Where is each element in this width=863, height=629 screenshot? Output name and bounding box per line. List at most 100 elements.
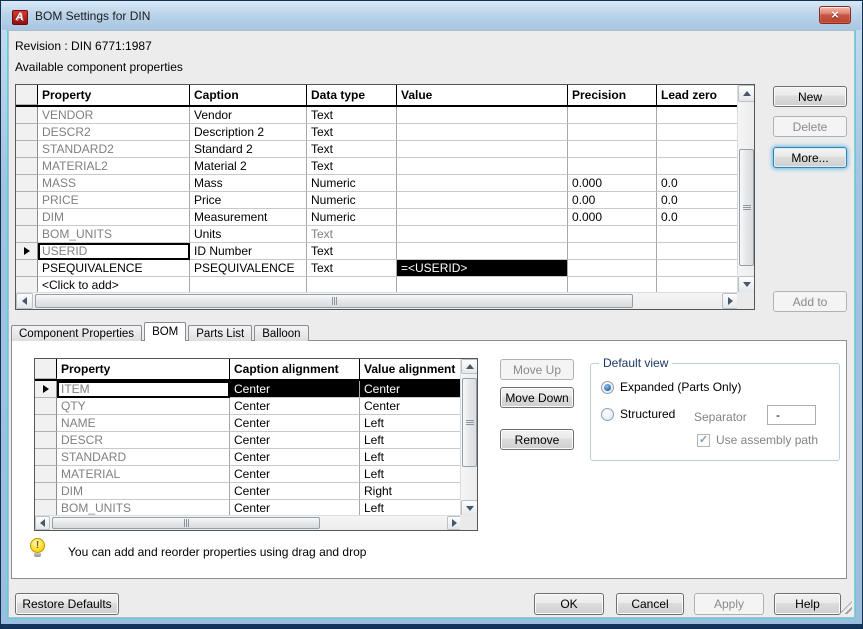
cell-lead-zero[interactable]: 0.0 (657, 209, 737, 226)
cell-caption-alignment[interactable]: Center (230, 483, 360, 500)
titlebar[interactable]: A BOM Settings for DIN × (2, 1, 861, 30)
column-header-caption-alignment[interactable]: Caption alignment (230, 359, 360, 379)
table-row[interactable]: PSEQUIVALENCE PSEQUIVALENCE Text =<USERID> (16, 260, 754, 277)
properties-vertical-scrollbar[interactable] (737, 85, 754, 293)
row-selector[interactable] (35, 483, 57, 500)
cell-property[interactable]: ITEM (57, 381, 230, 398)
cell-value-alignment[interactable]: Left (360, 466, 462, 483)
scroll-thumb[interactable] (35, 294, 633, 308)
cell-value[interactable] (397, 226, 568, 243)
column-header-property[interactable]: Property (57, 359, 230, 379)
cell-precision[interactable] (568, 243, 657, 260)
cell-precision[interactable] (568, 158, 657, 175)
row-selector[interactable] (16, 141, 38, 158)
table-row[interactable]: STANDARD Center Left (35, 449, 477, 466)
cell-lead-zero[interactable]: 0.0 (657, 192, 737, 209)
cell-property[interactable]: QTY (57, 398, 230, 415)
cell-value-alignment[interactable]: Center (360, 381, 462, 398)
cell-caption[interactable]: Vendor (190, 107, 307, 124)
cell-lead-zero[interactable] (657, 107, 737, 124)
row-selector[interactable] (16, 260, 38, 277)
cell-property[interactable]: USERID (38, 243, 190, 260)
cell-lead-zero[interactable] (657, 243, 737, 260)
cancel-button[interactable]: Cancel (616, 593, 684, 615)
close-button[interactable]: × (819, 6, 851, 24)
cell-value[interactable] (397, 175, 568, 192)
cell-value[interactable] (397, 141, 568, 158)
cell-data-type[interactable]: Text (307, 158, 397, 175)
row-selector[interactable] (35, 381, 57, 398)
cell-data-type[interactable]: Text (307, 226, 397, 243)
cell-property[interactable]: DESCR2 (38, 124, 190, 141)
table-row[interactable]: PRICE Price Numeric 0.00 0.0 (16, 192, 754, 209)
table-row[interactable]: MATERIAL Center Left (35, 466, 477, 483)
cell-caption[interactable]: Measurement (190, 209, 307, 226)
remove-button[interactable]: Remove (500, 429, 574, 450)
row-selector[interactable] (16, 124, 38, 141)
cell-property[interactable]: MATERIAL2 (38, 158, 190, 175)
row-selector[interactable] (16, 209, 38, 226)
cell-value[interactable] (397, 107, 568, 124)
cell-caption[interactable]: ID Number (190, 243, 307, 260)
cell-property[interactable]: MASS (38, 175, 190, 192)
column-header-selector[interactable] (16, 85, 38, 105)
cell-data-type[interactable]: Text (307, 141, 397, 158)
cell-value-alignment[interactable]: Left (360, 449, 462, 466)
cell-data-type[interactable]: Text (307, 260, 397, 277)
scroll-up-button[interactable] (461, 359, 477, 374)
cell-data-type[interactable]: Numeric (307, 209, 397, 226)
table-row[interactable]: ITEM Center Center (35, 381, 477, 398)
new-button[interactable]: New (773, 86, 847, 107)
scroll-thumb[interactable] (739, 149, 754, 266)
cell-property[interactable]: DESCR (57, 432, 230, 449)
row-selector[interactable] (16, 175, 38, 192)
cell-data-type[interactable]: Numeric (307, 175, 397, 192)
cell-property[interactable]: STANDARD (57, 449, 230, 466)
row-selector[interactable] (35, 449, 57, 466)
cell-caption[interactable]: Description 2 (190, 124, 307, 141)
cell-lead-zero[interactable] (657, 141, 737, 158)
cell-value[interactable] (397, 158, 568, 175)
cell-property[interactable]: BOM_UNITS (38, 226, 190, 243)
tab-component-properties[interactable]: Component Properties (11, 325, 143, 341)
cell-value[interactable] (397, 209, 568, 226)
cell-lead-zero[interactable]: 0.0 (657, 175, 737, 192)
cell-value[interactable]: =<USERID> (397, 260, 568, 277)
cell-caption-alignment[interactable]: Center (230, 398, 360, 415)
more-button[interactable]: More... (773, 147, 847, 168)
row-selector[interactable] (16, 243, 38, 260)
table-row[interactable]: DIM Center Right (35, 483, 477, 500)
help-button[interactable]: Help (774, 593, 841, 615)
cell-data-type[interactable]: Text (307, 107, 397, 124)
cell-lead-zero[interactable] (657, 158, 737, 175)
properties-horizontal-scrollbar[interactable] (16, 292, 739, 309)
cell-lead-zero[interactable] (657, 260, 737, 277)
cell-precision[interactable] (568, 141, 657, 158)
cell-value-alignment[interactable]: Right (360, 483, 462, 500)
row-selector[interactable] (35, 432, 57, 449)
table-row[interactable]: BOM_UNITS Units Text (16, 226, 754, 243)
cell-precision[interactable] (568, 107, 657, 124)
table-row[interactable]: DESCR2 Description 2 Text (16, 124, 754, 141)
cell-property[interactable]: DIM (38, 209, 190, 226)
cell-lead-zero[interactable] (657, 124, 737, 141)
column-header-lead-zero[interactable]: Lead zero (661, 88, 718, 102)
column-header-value-alignment[interactable]: Value alignment (364, 362, 456, 376)
move-down-button[interactable]: Move Down (500, 387, 574, 408)
row-selector[interactable] (35, 398, 57, 415)
column-header-selector[interactable] (35, 359, 57, 379)
row-selector[interactable] (16, 192, 38, 209)
table-row[interactable]: VENDOR Vendor Text (16, 107, 754, 124)
table-row[interactable]: MATERIAL2 Material 2 Text (16, 158, 754, 175)
cell-caption[interactable]: Price (190, 192, 307, 209)
cell-precision[interactable] (568, 124, 657, 141)
table-row[interactable]: DESCR Center Left (35, 432, 477, 449)
cell-precision[interactable]: 0.00 (568, 192, 657, 209)
row-selector[interactable] (16, 158, 38, 175)
column-header-data-type[interactable]: Data type (307, 85, 397, 105)
cell-property[interactable]: DIM (57, 483, 230, 500)
cell-precision[interactable]: 0.000 (568, 175, 657, 192)
cell-precision[interactable]: 0.000 (568, 209, 657, 226)
cell-caption[interactable]: Units (190, 226, 307, 243)
tab-balloon[interactable]: Balloon (254, 325, 309, 341)
